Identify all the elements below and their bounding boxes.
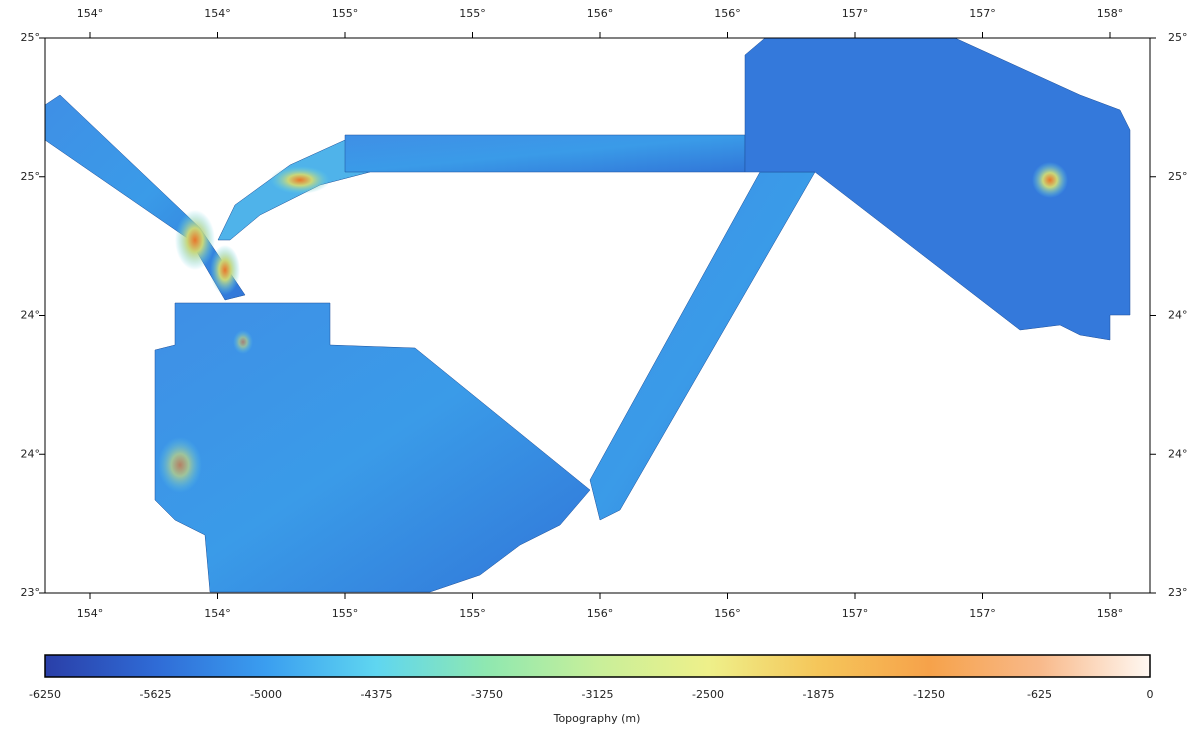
colorbar-tick-label: -6250: [29, 688, 61, 701]
lon-label: 156°: [714, 607, 741, 620]
colorbar-tick-label: 0: [1147, 688, 1154, 701]
lon-label: 155°: [459, 7, 486, 20]
lon-label: 154°: [77, 7, 104, 20]
lat-label: 24°: [21, 309, 41, 322]
lon-label: 154°: [204, 607, 231, 620]
swath: [590, 172, 815, 520]
lon-label: 158°: [1097, 607, 1124, 620]
lon-label: 154°: [77, 607, 104, 620]
colorbar-label: Topography (m): [553, 712, 641, 725]
lon-label: 154°: [204, 7, 231, 20]
lat-label: 25°: [21, 170, 41, 183]
seamount: [233, 330, 253, 354]
lon-label: 155°: [332, 607, 359, 620]
lon-label: 156°: [587, 607, 614, 620]
seamount: [158, 437, 202, 493]
swath: [155, 303, 590, 592]
lon-label: 157°: [842, 7, 869, 20]
lon-label: 156°: [587, 7, 614, 20]
lon-label: 158°: [1097, 7, 1124, 20]
colorbar-tick-label: -2500: [692, 688, 724, 701]
lat-label: 23°: [21, 586, 41, 599]
lat-label: 25°: [1168, 31, 1188, 44]
lat-label: 24°: [1168, 447, 1188, 460]
seamount: [270, 166, 330, 194]
seamount: [175, 210, 215, 270]
map-figure: 154° 154° 154° 154° 155° 155° 155° 155° 156° 156°…: [0, 0, 1194, 731]
lon-label: 155°: [332, 7, 359, 20]
swath: [345, 135, 745, 172]
lat-label: 25°: [1168, 170, 1188, 183]
seamount: [1032, 162, 1068, 198]
colorbar-tick-label: -5000: [250, 688, 282, 701]
seamount: [210, 245, 240, 295]
colorbar-tick-label: -4375: [361, 688, 393, 701]
lon-label: 157°: [969, 7, 996, 20]
colorbar-tick-label: -3750: [471, 688, 503, 701]
lat-label: 24°: [21, 447, 41, 460]
lon-label: 157°: [969, 607, 996, 620]
lat-label: 25°: [21, 31, 41, 44]
lon-label: 156°: [714, 7, 741, 20]
colorbar-tick-label: -1250: [913, 688, 945, 701]
lon-label: 155°: [459, 607, 486, 620]
colorbar-tick-label: -1875: [803, 688, 835, 701]
lat-label: 24°: [1168, 309, 1188, 322]
colorbar: [45, 655, 1150, 677]
lat-label: 23°: [1168, 586, 1188, 599]
colorbar-tick-label: -5625: [140, 688, 172, 701]
colorbar-tick-label: -3125: [582, 688, 614, 701]
colorbar-tick-label: -625: [1027, 688, 1052, 701]
lon-label: 157°: [842, 607, 869, 620]
survey-swaths: [45, 38, 1130, 592]
